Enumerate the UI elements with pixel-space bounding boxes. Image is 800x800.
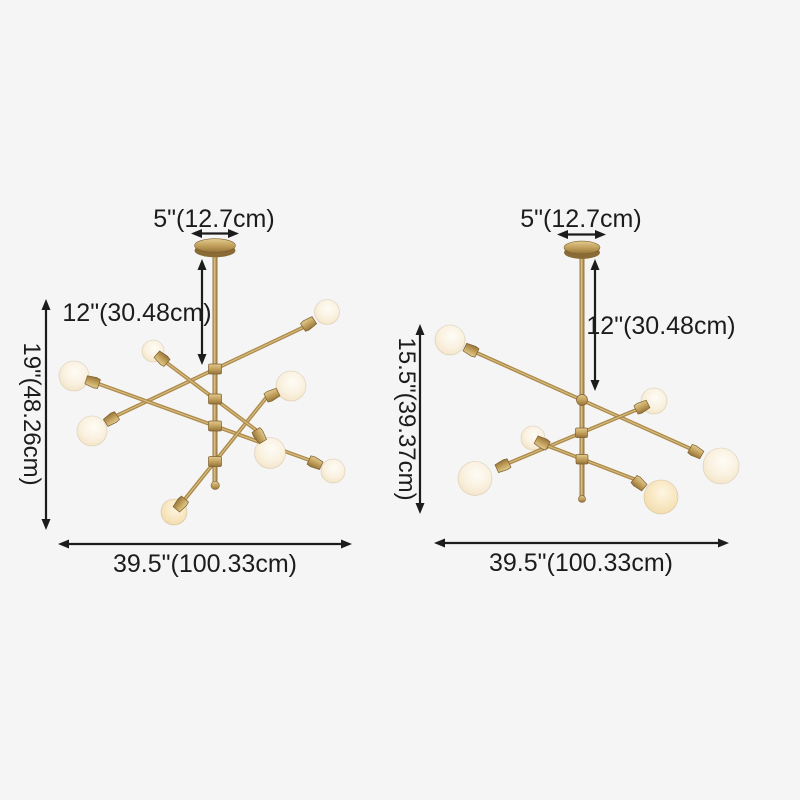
bulb-socket bbox=[494, 458, 512, 473]
left-rod-drop-dimension: 12"(30.48cm) bbox=[62, 259, 212, 365]
left-height-dimension: 19"(48.26cm) bbox=[18, 299, 51, 530]
right-height-dimension: 15.5"(39.37cm) bbox=[393, 324, 425, 514]
rod-joint bbox=[208, 393, 222, 405]
arrowhead-right bbox=[341, 539, 352, 549]
bulb bbox=[254, 437, 286, 469]
rod-joint bbox=[208, 456, 222, 467]
bulb bbox=[457, 461, 493, 496]
arrowhead-up bbox=[415, 324, 425, 335]
left-canopy-width-dimension: 5"(12.7cm) bbox=[153, 205, 275, 238]
right-width-dimension: 39.5"(100.33cm) bbox=[434, 538, 729, 577]
bulb-socket bbox=[306, 455, 324, 470]
bulb-socket bbox=[462, 342, 480, 358]
chandelier-arm-highlight bbox=[508, 409, 637, 464]
bulb-socket bbox=[687, 444, 705, 460]
bulb-socket bbox=[300, 316, 318, 332]
right-chandelier-diagram: 5"(12.7cm) 12"(30.48cm) 15.5"(39.37cm) 3… bbox=[393, 205, 740, 577]
arrowhead-down bbox=[590, 380, 600, 391]
bulb bbox=[320, 458, 346, 484]
bulb-socket bbox=[172, 495, 189, 513]
bulb bbox=[434, 324, 466, 356]
right-chandelier bbox=[434, 240, 740, 515]
bulb bbox=[643, 479, 679, 515]
arrowhead-left bbox=[58, 539, 69, 549]
left-rod-drop-label: 12"(30.48cm) bbox=[62, 299, 211, 327]
bulb-socket bbox=[251, 427, 267, 445]
rod-joint bbox=[575, 454, 589, 465]
rod-joint bbox=[575, 427, 588, 438]
ceiling-canopy bbox=[194, 238, 236, 253]
right-width-label: 39.5"(100.33cm) bbox=[489, 549, 673, 577]
left-chandelier-diagram: 5"(12.7cm) 12"(30.48cm) 19"(48.26cm) 39.… bbox=[18, 205, 352, 578]
arrowhead-down bbox=[415, 503, 425, 514]
arrowhead-up bbox=[197, 259, 207, 270]
arrowhead-up bbox=[41, 299, 51, 310]
arrowhead-down bbox=[41, 519, 51, 530]
rod-ball-joint bbox=[576, 394, 588, 406]
arrowhead-left bbox=[434, 538, 445, 548]
ceiling-canopy bbox=[563, 240, 601, 255]
arrowhead-right bbox=[595, 230, 606, 239]
left-canopy-width-label: 5"(12.7cm) bbox=[153, 205, 274, 233]
left-chandelier bbox=[58, 238, 346, 526]
chandelier-arm-highlight bbox=[184, 397, 267, 500]
bulb bbox=[314, 299, 340, 325]
chandelier-arm-highlight bbox=[547, 445, 635, 480]
right-canopy-width-dimension: 5"(12.7cm) bbox=[520, 205, 642, 239]
bulb bbox=[702, 447, 740, 485]
arrowhead-left bbox=[557, 230, 568, 239]
right-rod-drop-dimension: 12"(30.48cm) bbox=[586, 259, 736, 391]
rod-joint bbox=[208, 420, 222, 432]
left-width-label: 39.5"(100.33cm) bbox=[113, 550, 297, 578]
arrowhead-right bbox=[228, 229, 239, 238]
bulb bbox=[76, 415, 108, 447]
left-height-label: 19"(48.26cm) bbox=[18, 342, 45, 485]
bulb bbox=[275, 370, 307, 402]
arrowhead-down bbox=[197, 354, 207, 365]
bulb-socket bbox=[633, 399, 651, 415]
bulb-socket bbox=[84, 375, 101, 389]
right-rod-drop-label: 12"(30.48cm) bbox=[586, 312, 735, 340]
rod-finial bbox=[210, 481, 220, 490]
right-canopy-width-label: 5"(12.7cm) bbox=[520, 205, 641, 233]
arrowhead-up bbox=[590, 259, 600, 270]
left-width-dimension: 39.5"(100.33cm) bbox=[58, 539, 352, 578]
right-height-label: 15.5"(39.37cm) bbox=[393, 337, 420, 500]
rod-joint bbox=[208, 363, 222, 375]
arrowhead-left bbox=[191, 229, 202, 238]
bulb-socket bbox=[102, 411, 120, 427]
bulb-socket bbox=[630, 475, 648, 492]
bulb-socket bbox=[533, 435, 551, 451]
rod-finial bbox=[578, 495, 586, 503]
bulb-socket bbox=[263, 387, 281, 403]
arrowhead-right bbox=[718, 538, 729, 548]
bulb-socket bbox=[153, 350, 171, 367]
bulb bbox=[58, 360, 90, 392]
